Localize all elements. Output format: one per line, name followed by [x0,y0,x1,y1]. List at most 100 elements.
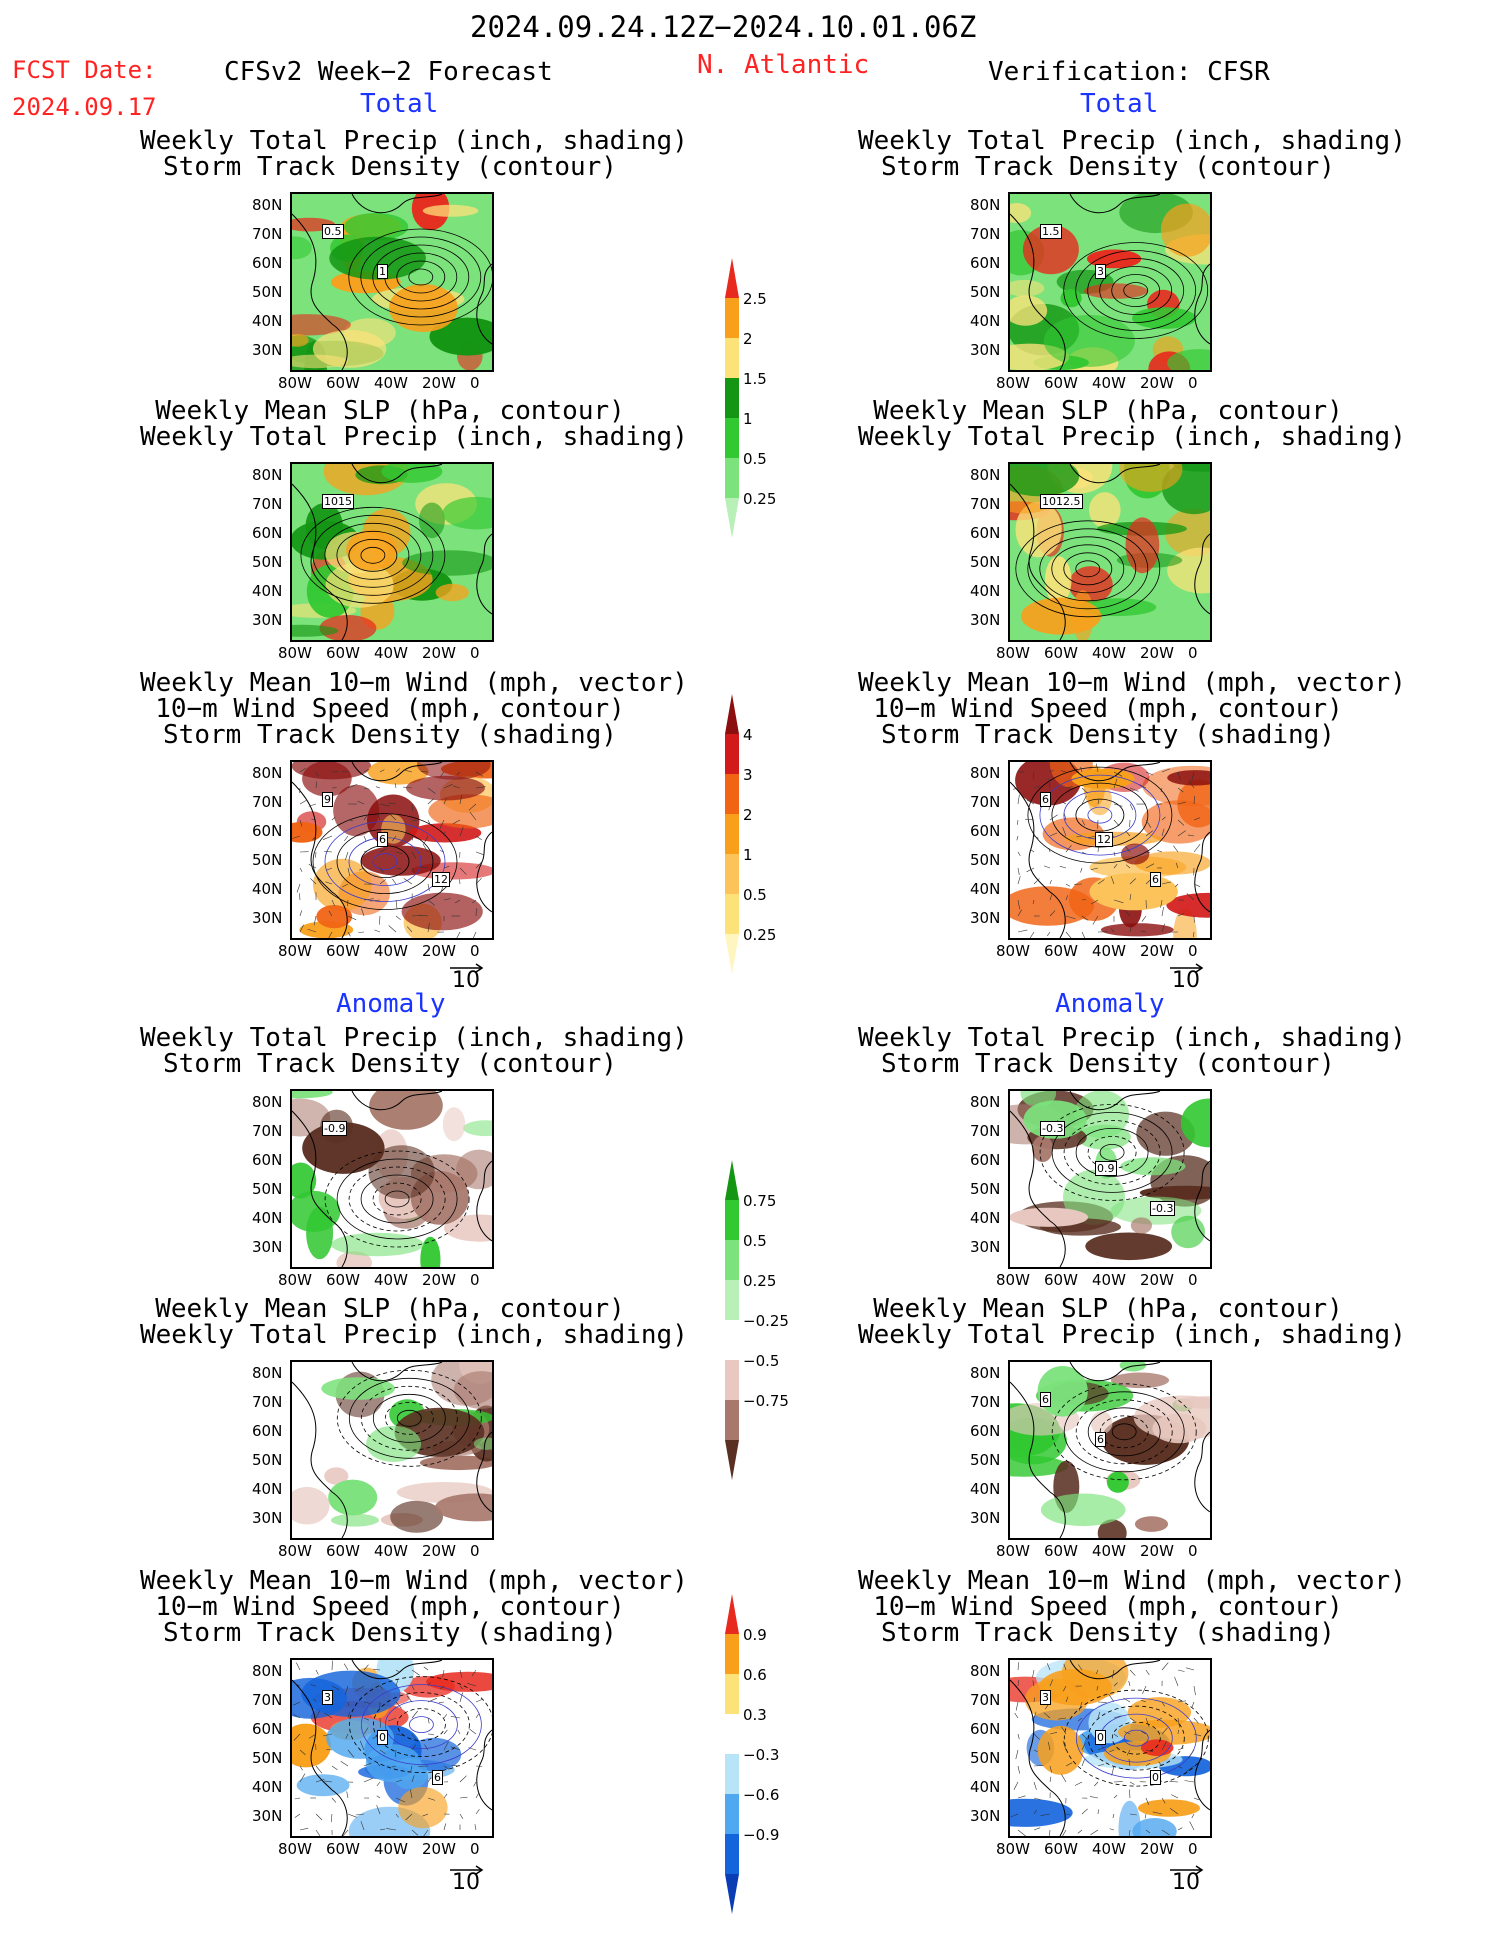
verification-map-slp_precip-total: 1012.5 [1008,462,1212,642]
vector-ref-label: 10 [452,968,480,993]
verification-title: Verification: CFSR [988,57,1270,87]
precip-total-colorbar [723,258,741,578]
lon-tick-label: 60W [326,1271,360,1289]
lon-tick-label: 20W [422,1271,456,1289]
lat-tick-label: 40N [970,1209,1000,1227]
lat-tick-label: 70N [252,1393,282,1411]
shading-cell [1084,283,1147,298]
shading-cell [313,330,386,368]
lon-tick-label: 60W [1044,942,1078,960]
panel-title-line: Weekly Total Precip (inch, shading) [140,128,640,154]
lat-tick-label: 70N [252,1691,282,1709]
forecast-title: CFSv2 Week−2 Forecast [224,57,553,87]
shading-cell [423,205,479,217]
panel-title-line: Storm Track Density (shading) [858,1620,1358,1646]
colorbar-segment [725,1714,739,1754]
lon-tick-label: 20W [1140,1271,1174,1289]
vector-ref-fc-anom: 10 [448,1862,488,1902]
colorbar-label: 0.5 [743,450,767,468]
panel-title: Weekly Mean 10−m Wind (mph, vector)10−m … [140,1568,640,1646]
lat-tick-label: 60N [252,822,282,840]
lon-tick-label: 80W [996,644,1030,662]
verification-total-label: Total [1080,89,1158,119]
contour-value-label: 12 [432,872,450,887]
map-field [292,194,492,370]
panel-title-line: Storm Track Density (contour) [140,1051,640,1077]
lon-tick-label: 20W [422,644,456,662]
lat-tick-label: 30N [970,1509,1000,1527]
colorbar-label: 0.25 [743,1272,776,1290]
panel-title-line: Weekly Total Precip (inch, shading) [858,1025,1358,1051]
lat-tick-label: 60N [252,1422,282,1440]
panel-title-line: Weekly Mean 10−m Wind (mph, vector) [140,670,640,696]
lat-tick-label: 70N [970,495,1000,513]
map-field [1010,1660,1210,1836]
colorbar-label: −0.6 [743,1786,779,1804]
panel-title-line: Weekly Total Precip (inch, shading) [140,1025,640,1051]
lon-tick-label: 0 [470,1542,480,1560]
lat-tick-label: 80N [970,466,1000,484]
lon-tick-label: 80W [278,942,312,960]
contour-value-label: 0 [377,1730,388,1745]
lon-tick-label: 60W [1044,644,1078,662]
lon-tick-label: 40W [374,374,408,392]
panel-title-line: Storm Track Density (shading) [140,722,640,748]
track-anomaly-colorbar [723,1594,741,1954]
lat-tick-label: 70N [252,1122,282,1140]
lon-tick-label: 20W [422,374,456,392]
lon-tick-label: 80W [996,1271,1030,1289]
lat-tick-label: 80N [970,1364,1000,1382]
lon-tick-label: 40W [1092,374,1126,392]
contour-value-label: -0.3 [1040,1121,1065,1136]
lon-tick-label: 20W [1140,374,1174,392]
lon-tick-label: 80W [278,644,312,662]
lon-tick-label: 20W [422,1840,456,1858]
shading-cell [398,1787,447,1828]
shading-cell [390,1501,443,1533]
fcst-date-label: FCST Date: [12,56,157,84]
lon-tick-label: 40W [374,1271,408,1289]
lat-tick-label: 50N [252,851,282,869]
panel-title: Weekly Mean 10−m Wind (mph, vector)10−m … [858,1568,1358,1646]
panel-title: Weekly Total Precip (inch, shading)Storm… [858,128,1358,180]
map-field [292,762,492,938]
lat-tick-label: 60N [970,524,1000,542]
colorbar-segment [725,1754,739,1794]
lat-tick-label: 50N [970,1451,1000,1469]
shading-cell [331,1514,379,1527]
vector-ref-fc-total: 10 [448,960,488,1000]
panel-title: Weekly Total Precip (inch, shading)Storm… [140,128,640,180]
lat-tick-label: 50N [970,1749,1000,1767]
contour-value-label: 1.5 [1040,224,1062,239]
lat-tick-label: 80N [970,196,1000,214]
colorbar-label: 1 [743,410,753,428]
lon-tick-label: 40W [374,1542,408,1560]
lon-tick-label: 80W [996,374,1030,392]
lon-tick-label: 20W [1140,1840,1174,1858]
precip-anomaly-colorbar [723,1160,741,1520]
panel-title: Weekly Mean SLP (hPa, contour)Weekly Tot… [858,1296,1358,1348]
colorbar-segment [725,1200,739,1240]
lon-tick-label: 80W [996,942,1030,960]
forecast-map-precip_track-anomaly: -0.9 [290,1089,494,1269]
map-field [292,464,492,640]
contour-value-label: 6 [432,1770,443,1785]
colorbar-label: 4 [743,726,753,744]
lat-tick-label: 30N [970,1238,1000,1256]
colorbar-label: 2.5 [743,290,767,308]
lat-tick-label: 80N [970,764,1000,782]
panel-title-line: Weekly Mean 10−m Wind (mph, vector) [858,670,1358,696]
panel-title: Weekly Mean SLP (hPa, contour)Weekly Tot… [140,398,640,450]
panel-title-line: Storm Track Density (shading) [140,1620,640,1646]
shading-cell [1135,1516,1168,1532]
shading-cell [297,1774,350,1796]
verification-anomaly-label: Anomaly [1055,989,1165,1019]
forecast-map-slp_precip-total: 1015 [290,462,494,642]
lat-tick-label: 40N [970,1480,1000,1498]
track-total-colorbar [723,694,741,1014]
lon-tick-label: 20W [422,1542,456,1560]
contour-value-label: 6 [1040,792,1051,807]
